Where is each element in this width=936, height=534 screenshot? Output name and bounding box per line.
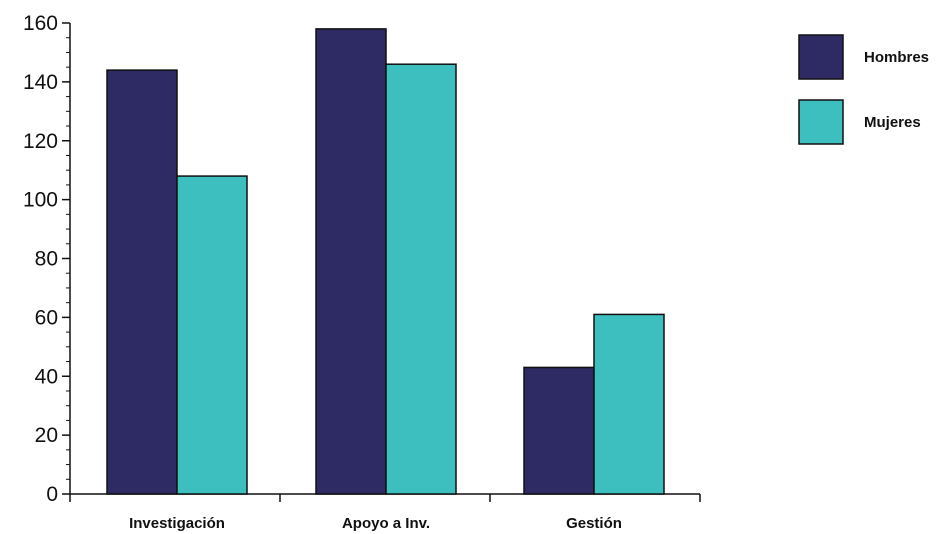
legend-swatch xyxy=(798,99,844,145)
bar-hombres-0 xyxy=(106,69,178,495)
legend-swatch xyxy=(798,34,844,80)
bar-mujeres-2 xyxy=(593,313,665,495)
y-tick-label: 60 xyxy=(35,306,58,329)
y-tick-label: 80 xyxy=(35,248,58,271)
legend-label: Hombres xyxy=(864,49,929,66)
bar-mujeres-0 xyxy=(176,175,248,495)
legend: Hombres Mujeres xyxy=(798,34,929,145)
x-axis: Investigación Apoyo a Inv. Gestión xyxy=(69,493,701,532)
x-category-label: Gestión xyxy=(566,515,622,532)
y-tick-label: 0 xyxy=(46,483,58,506)
legend-label: Mujeres xyxy=(864,114,921,131)
bar-hombres-1 xyxy=(315,28,387,495)
y-tick-label: 40 xyxy=(35,365,58,388)
y-tick-label: 100 xyxy=(23,189,58,212)
bar-mujeres-1 xyxy=(385,63,457,495)
x-category-label: Investigación xyxy=(129,515,225,532)
y-tick-label: 120 xyxy=(23,130,58,153)
bars xyxy=(106,28,665,495)
y-tick-label: 160 xyxy=(23,12,58,35)
x-category-label: Apoyo a Inv. xyxy=(342,515,430,532)
y-tick-label: 140 xyxy=(23,71,58,94)
y-tick-label: 20 xyxy=(35,424,58,447)
bar-hombres-2 xyxy=(523,366,595,495)
y-axis: 0 20 40 60 80 100 120 140 160 xyxy=(23,12,71,506)
